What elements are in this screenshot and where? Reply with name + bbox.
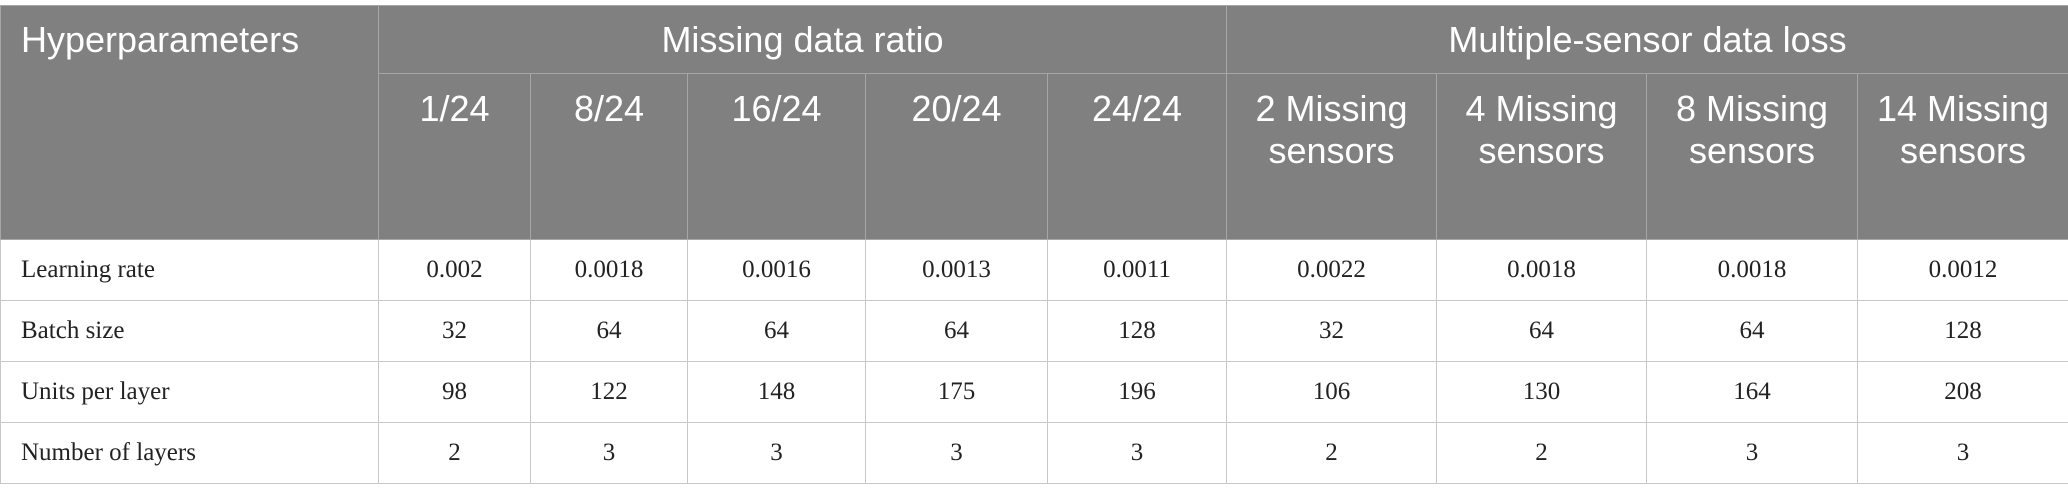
row-header: Learning rate (0, 239, 379, 301)
cell: 64 (1646, 300, 1859, 362)
data-row: Batch size 32 64 64 64 128 32 64 64 128 (0, 300, 2068, 362)
data-row: Number of layers 2 3 3 3 3 2 2 3 3 (0, 422, 2068, 484)
column-header: 20/24 (865, 73, 1048, 240)
cell: 128 (1857, 300, 2068, 362)
cell: 0.002 (378, 239, 531, 301)
cell: 2 (1226, 422, 1438, 484)
group-header: Multiple-sensor data loss (1226, 5, 2068, 74)
cell: 130 (1436, 361, 1648, 423)
cell: 208 (1857, 361, 2068, 423)
cell: 196 (1046, 361, 1228, 423)
cell: 106 (1226, 361, 1438, 423)
cell: 3 (865, 422, 1048, 484)
cell: 3 (687, 422, 866, 484)
row-header: Units per layer (0, 361, 379, 423)
cell: 164 (1646, 361, 1859, 423)
cell: 122 (530, 361, 688, 423)
column-header: 1/24 (378, 73, 531, 240)
header-row: Hyperparameters Missing data ratio Multipl… (0, 5, 2068, 240)
cell: 0.0018 (1646, 239, 1859, 301)
cell: 3 (1046, 422, 1228, 484)
cell: 3 (1646, 422, 1859, 484)
cell: 0.0022 (1226, 239, 1438, 301)
group-header: Missing data ratio (377, 5, 1228, 74)
cell: 2 (1436, 422, 1648, 484)
cell: 0.0016 (687, 239, 866, 301)
cell: 98 (378, 361, 531, 423)
cell: 0.0018 (1436, 239, 1648, 301)
cell: 0.0018 (530, 239, 688, 301)
hyperparameter-table: Hyperparameters Missing data ratio Multipl… (0, 5, 2068, 484)
column-header: 4 Missing sensors (1436, 73, 1648, 240)
row-header: Batch size (0, 300, 379, 362)
column-header: 8/24 (530, 73, 688, 240)
cell: 3 (1857, 422, 2068, 484)
column-header: 2 Missing sensors (1226, 73, 1438, 240)
column-header: 8 Missing sensors (1646, 73, 1859, 240)
cell: 2 (378, 422, 531, 484)
cell: 3 (530, 422, 688, 484)
cell: 32 (378, 300, 531, 362)
cell: 64 (530, 300, 688, 362)
cell: 64 (687, 300, 866, 362)
data-row: Learning rate 0.002 0.0018 0.0016 0.0013 0.00… (0, 239, 2068, 301)
cell: 175 (865, 361, 1048, 423)
column-header: 16/24 (687, 73, 866, 240)
header-row: 1/24 8/24 16/24 20/24 24/24 2 Missing sensors… (1, 73, 2068, 240)
cell: 128 (1046, 300, 1228, 362)
table-container: Hyperparameters Missing data ratio Multipl… (0, 5, 2068, 484)
column-header: 24/24 (1046, 73, 1228, 240)
cell: 148 (687, 361, 866, 423)
cell: 64 (865, 300, 1048, 362)
corner-header: Hyperparameters (0, 5, 379, 240)
row-header: Number of layers (0, 422, 379, 484)
cell: 32 (1226, 300, 1438, 362)
cell: 0.0013 (865, 239, 1048, 301)
column-header: 14 Missing sensors (1857, 73, 2068, 240)
cell: 0.0011 (1046, 239, 1228, 301)
cell: 0.0012 (1857, 239, 2068, 301)
cell: 64 (1436, 300, 1648, 362)
data-row: Units per layer 98 122 148 175 196 106 130 164 20… (0, 361, 2068, 423)
